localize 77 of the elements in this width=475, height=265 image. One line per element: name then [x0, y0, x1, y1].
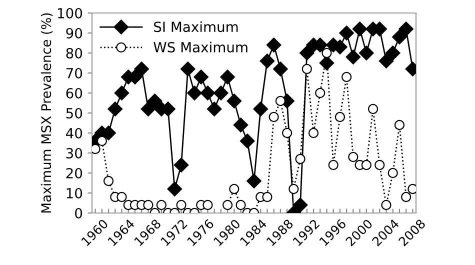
point [288, 184, 299, 194]
point [273, 62, 288, 76]
point [116, 192, 127, 202]
point [381, 200, 392, 210]
point [299, 46, 314, 60]
point [167, 182, 182, 196]
point [176, 200, 186, 210]
point [268, 112, 279, 122]
point [292, 198, 308, 212]
point [388, 168, 398, 178]
point [233, 118, 248, 132]
point [322, 48, 332, 58]
point [262, 192, 272, 202]
y-tick-label: 100 [58, 8, 82, 18]
y-tick-label: 70 [66, 68, 82, 78]
y-tick-label: 20 [66, 168, 82, 178]
point [368, 104, 378, 114]
y-tick-label: 50 [66, 108, 82, 118]
point [220, 70, 235, 84]
point [392, 30, 407, 44]
point [103, 176, 114, 186]
point [348, 152, 358, 162]
point [229, 184, 240, 194]
point [339, 26, 354, 40]
y-axis-title: Maximum MSX Prevalence (%) [40, 13, 53, 213]
point [342, 72, 352, 82]
point [266, 38, 282, 52]
y-tick-label: 80 [66, 48, 82, 58]
point [147, 94, 162, 108]
point [114, 86, 130, 100]
point [374, 160, 385, 170]
point [236, 200, 246, 210]
point [143, 200, 154, 210]
y-tick-label: 90 [66, 28, 82, 38]
point [187, 86, 202, 100]
point [206, 102, 222, 116]
point [214, 86, 228, 100]
point [328, 160, 338, 170]
point [352, 22, 368, 36]
point [202, 200, 213, 210]
y-tick-label: 40 [66, 128, 82, 138]
point [240, 134, 255, 148]
point [302, 64, 312, 74]
point [394, 120, 405, 130]
y-tick-label: 10 [66, 188, 82, 198]
y-tick-label: 0 [75, 208, 82, 218]
y-tick-label: 30 [66, 148, 82, 158]
point [358, 46, 374, 60]
legend-label: SI Maximum [154, 21, 238, 32]
point [140, 102, 156, 116]
legend-label: WS Maximum [154, 42, 248, 52]
point [401, 192, 412, 202]
point [222, 200, 233, 210]
point [194, 70, 209, 84]
point [108, 102, 123, 116]
point [174, 158, 189, 172]
point [96, 136, 107, 146]
y-tick-label: 60 [66, 88, 82, 98]
point [346, 50, 361, 64]
point [156, 200, 166, 210]
point [246, 174, 262, 188]
point [295, 154, 306, 164]
point [200, 86, 216, 100]
point [334, 112, 346, 122]
point [308, 128, 319, 138]
point [378, 54, 394, 68]
point [134, 62, 150, 76]
point [315, 88, 326, 98]
point [275, 96, 286, 106]
point [398, 22, 414, 36]
point [180, 62, 196, 76]
point [385, 46, 400, 60]
point [282, 128, 292, 138]
point [260, 54, 275, 68]
point [253, 102, 268, 116]
point [226, 94, 242, 108]
point [361, 160, 372, 170]
